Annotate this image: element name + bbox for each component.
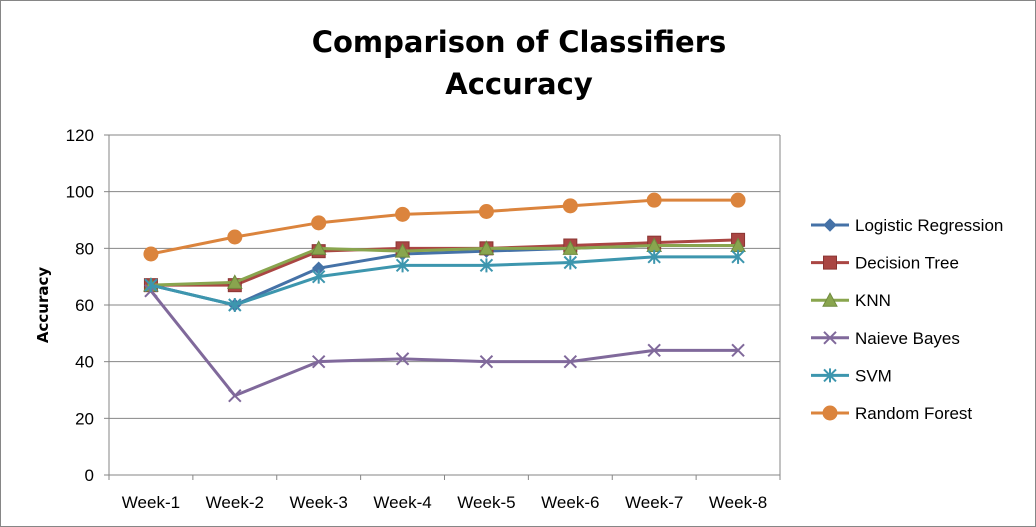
data-point bbox=[227, 229, 243, 245]
chart-title-line-1: Comparison of Classifiers bbox=[311, 25, 727, 59]
legend-label: SVM bbox=[855, 366, 892, 385]
data-point bbox=[562, 240, 579, 255]
series-naieve-bayes bbox=[144, 284, 745, 403]
legend-item: KNN bbox=[811, 291, 891, 310]
series-line bbox=[150, 255, 739, 307]
legend-label: Logistic Regression bbox=[855, 216, 1003, 235]
data-point bbox=[479, 354, 494, 369]
data-point bbox=[646, 192, 662, 208]
x-tick-labels: Week-1 Week-2 Week-3 Week-4 Week-5 Week-6 Week… bbox=[122, 493, 767, 512]
series-line bbox=[150, 244, 739, 287]
x-tick-label: Week-1 bbox=[122, 493, 180, 512]
series-line bbox=[149, 289, 739, 398]
legend-marker bbox=[823, 218, 837, 232]
data-point bbox=[394, 243, 411, 258]
legend: Logistic Regression Decision Tree KNN Naiev… bbox=[811, 216, 1003, 423]
data-point bbox=[143, 246, 159, 262]
y-tick-label: 60 bbox=[75, 296, 94, 315]
x-tick-label: Week-2 bbox=[206, 493, 264, 512]
legend-label: Naieve Bayes bbox=[855, 329, 960, 348]
series-layer bbox=[143, 192, 746, 403]
legend-marker bbox=[823, 255, 837, 270]
data-point bbox=[562, 198, 578, 214]
legend-item: Decision Tree bbox=[811, 254, 959, 273]
y-tick-label: 80 bbox=[75, 239, 94, 258]
data-point bbox=[395, 352, 410, 366]
data-point bbox=[311, 354, 326, 369]
data-point bbox=[563, 255, 578, 270]
x-tick-label: Week-5 bbox=[457, 493, 515, 512]
legend-item: Random Forest bbox=[811, 404, 972, 423]
y-tick-label: 100 bbox=[66, 183, 94, 202]
data-point bbox=[479, 258, 494, 273]
legend-marker bbox=[823, 331, 837, 345]
data-point bbox=[647, 343, 661, 358]
data-point bbox=[311, 269, 326, 284]
chart-title-line-2: Accuracy bbox=[445, 67, 593, 101]
x-tick-label: Week-7 bbox=[625, 493, 683, 512]
gridlines bbox=[109, 134, 780, 419]
x-tick-label: Week-4 bbox=[373, 493, 431, 512]
data-point bbox=[395, 206, 411, 222]
series-random-forest bbox=[143, 192, 746, 262]
legend-marker bbox=[823, 368, 837, 383]
series-line bbox=[150, 244, 739, 307]
data-point bbox=[478, 240, 495, 255]
legend-marker bbox=[822, 292, 838, 307]
y-tick-label: 0 bbox=[85, 466, 94, 485]
data-point bbox=[226, 274, 243, 289]
x-tick-label: Week-3 bbox=[290, 493, 348, 512]
x-tick-label: Week-6 bbox=[541, 493, 599, 512]
data-point bbox=[144, 278, 158, 293]
data-point bbox=[731, 343, 745, 358]
y-axis-label: Accuracy bbox=[34, 267, 52, 343]
series-knn bbox=[143, 237, 746, 292]
legend-label: Decision Tree bbox=[855, 254, 959, 273]
legend-item: Naieve Bayes bbox=[811, 329, 960, 348]
data-point bbox=[731, 249, 745, 264]
data-point bbox=[228, 298, 242, 312]
series-line bbox=[150, 198, 739, 256]
data-point bbox=[730, 192, 746, 208]
data-point bbox=[395, 258, 410, 273]
legend-label: KNN bbox=[855, 291, 891, 310]
series-svm bbox=[144, 249, 745, 312]
y-tick-labels: 0 20 40 60 80 100 120 bbox=[66, 126, 94, 485]
data-point bbox=[228, 388, 242, 403]
data-point bbox=[563, 354, 578, 369]
data-point bbox=[478, 204, 494, 219]
axes bbox=[104, 134, 781, 480]
legend-item: SVM bbox=[811, 366, 892, 385]
legend-marker bbox=[822, 405, 838, 421]
data-point bbox=[311, 215, 327, 231]
x-tick-label: Week-8 bbox=[709, 493, 767, 512]
data-point bbox=[647, 249, 661, 264]
chart-title: Comparison of Classifiers Accuracy bbox=[1, 21, 1035, 105]
y-tick-label: 20 bbox=[75, 409, 94, 428]
legend-item: Logistic Regression bbox=[811, 216, 1003, 235]
legend-label: Random Forest bbox=[855, 404, 972, 423]
y-tick-label: 40 bbox=[75, 353, 94, 372]
data-point bbox=[310, 240, 327, 255]
y-tick-label: 120 bbox=[66, 126, 94, 145]
